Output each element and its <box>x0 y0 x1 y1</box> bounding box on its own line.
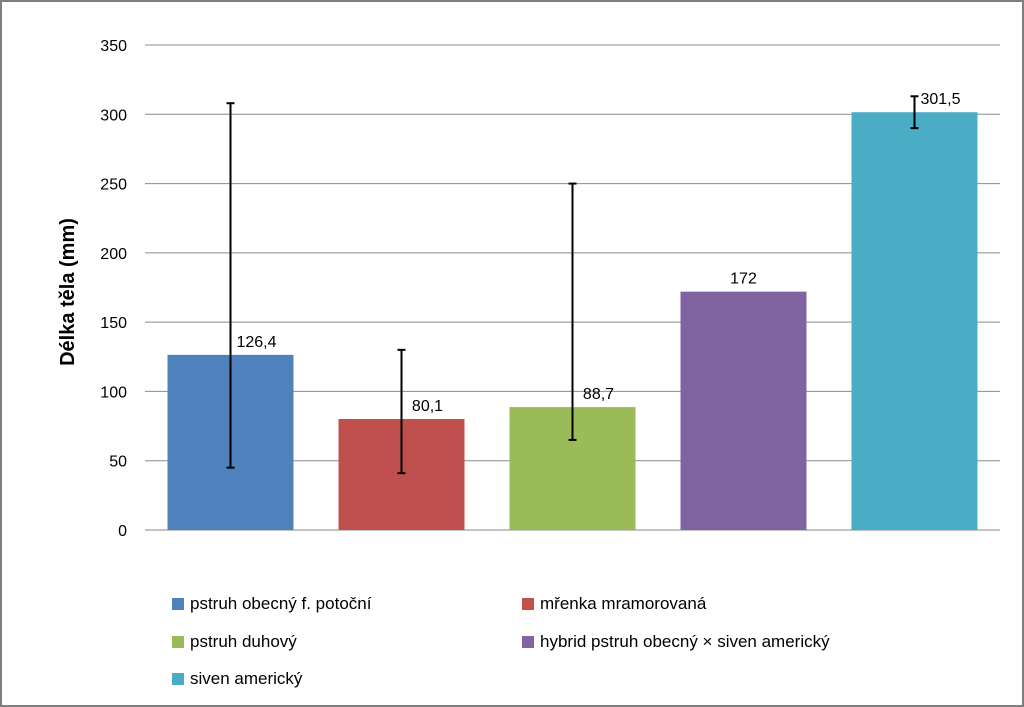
legend-swatch <box>522 598 534 610</box>
legend-label: pstruh obecný f. potoční <box>190 594 372 613</box>
legend-item: siven americký <box>172 667 302 691</box>
data-labels: 126,4 80,1 88,7 172 301,5 <box>236 91 960 415</box>
y-tick-label: 300 <box>100 107 127 124</box>
error-bars <box>226 95 919 475</box>
y-tick-label: 200 <box>100 246 127 263</box>
legend-item: mřenka mramorovaná <box>522 592 706 616</box>
y-tick-label: 100 <box>100 384 127 401</box>
bar <box>680 291 807 530</box>
legend-swatch <box>172 636 184 648</box>
bar <box>851 112 978 530</box>
y-tick-label: 350 <box>100 38 127 55</box>
y-axis: 0 50 100 150 200 250 300 350 <box>100 38 127 540</box>
data-label: 88,7 <box>583 386 614 403</box>
y-axis-label: Délka těla (mm) <box>57 218 79 366</box>
error-bar <box>397 348 406 475</box>
data-label: 301,5 <box>920 91 960 108</box>
legend-swatch <box>522 636 534 648</box>
legend-item: pstruh obecný f. potoční <box>172 592 371 616</box>
data-label: 80,1 <box>412 398 443 415</box>
legend-swatch <box>172 598 184 610</box>
error-bar <box>226 102 235 469</box>
error-bar <box>910 95 919 130</box>
error-bar <box>568 182 577 441</box>
legend-item: pstruh duhový <box>172 630 297 654</box>
legend-item: hybrid pstruh obecný × siven americký <box>522 630 830 654</box>
bars <box>167 112 978 530</box>
legend-swatch <box>172 673 184 685</box>
legend-label: pstruh duhový <box>190 632 297 651</box>
y-tick-label: 250 <box>100 177 127 194</box>
y-tick-label: 0 <box>118 523 127 540</box>
data-label: 126,4 <box>236 334 276 351</box>
legend-label: siven americký <box>190 669 303 688</box>
y-tick-label: 50 <box>109 454 127 471</box>
data-label: 172 <box>730 271 757 288</box>
legend-label: hybrid pstruh obecný × siven americký <box>540 632 830 651</box>
y-tick-label: 150 <box>100 315 127 332</box>
legend-label: mřenka mramorovaná <box>540 594 707 613</box>
